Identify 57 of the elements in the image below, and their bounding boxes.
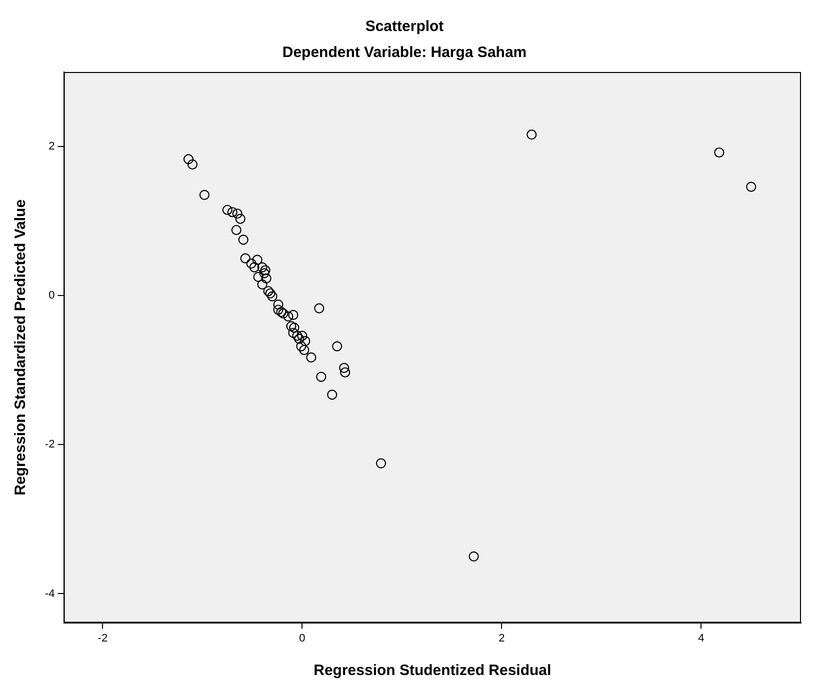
point bbox=[306, 352, 316, 363]
point bbox=[332, 341, 342, 352]
point bbox=[240, 253, 250, 264]
point bbox=[187, 159, 198, 170]
point bbox=[199, 190, 210, 200]
point bbox=[257, 279, 268, 290]
point bbox=[238, 234, 248, 245]
point bbox=[296, 341, 306, 352]
point bbox=[249, 262, 260, 272]
point bbox=[235, 214, 246, 224]
x-tick-label: 2 bbox=[498, 632, 505, 644]
point bbox=[526, 130, 537, 140]
point bbox=[246, 258, 256, 269]
point bbox=[468, 551, 479, 562]
point bbox=[257, 262, 268, 272]
point bbox=[261, 273, 272, 284]
point bbox=[267, 291, 278, 302]
point bbox=[289, 322, 300, 333]
point bbox=[183, 154, 194, 164]
point bbox=[299, 344, 310, 356]
point bbox=[283, 311, 294, 322]
y-axis-title: Regression Standardized Predicted Value bbox=[12, 199, 30, 496]
y-tick-label: -4 bbox=[45, 588, 55, 600]
point bbox=[294, 334, 304, 344]
point bbox=[376, 458, 386, 468]
point bbox=[232, 208, 242, 219]
point bbox=[297, 330, 308, 341]
x-tick-label: 4 bbox=[698, 632, 704, 644]
y-tick-label: 0 bbox=[48, 290, 55, 302]
x-axis-title: Regression Studentized Residual bbox=[314, 662, 552, 680]
point bbox=[746, 182, 756, 192]
x-tick-label: -2 bbox=[98, 632, 108, 644]
point bbox=[273, 299, 284, 310]
y-tick-label: 2 bbox=[48, 140, 55, 153]
point bbox=[316, 372, 326, 382]
point bbox=[231, 224, 242, 236]
point bbox=[327, 390, 338, 400]
y-tick-label: -2 bbox=[45, 438, 55, 451]
point bbox=[714, 147, 724, 158]
point bbox=[253, 272, 264, 282]
point bbox=[260, 265, 270, 276]
point bbox=[292, 330, 302, 341]
chart-title: Scatterplot bbox=[365, 18, 444, 36]
point bbox=[339, 362, 350, 373]
point bbox=[227, 207, 238, 218]
point bbox=[340, 367, 350, 378]
point bbox=[273, 304, 284, 315]
point bbox=[288, 328, 298, 338]
point bbox=[286, 321, 296, 332]
point bbox=[314, 303, 324, 314]
point bbox=[300, 336, 310, 346]
point bbox=[259, 268, 270, 278]
point bbox=[252, 254, 262, 265]
point bbox=[288, 310, 298, 320]
chart-subtitle: Dependent Variable: Harga Saham bbox=[282, 44, 527, 62]
point bbox=[222, 204, 232, 215]
x-tick-label: 0 bbox=[299, 632, 306, 644]
